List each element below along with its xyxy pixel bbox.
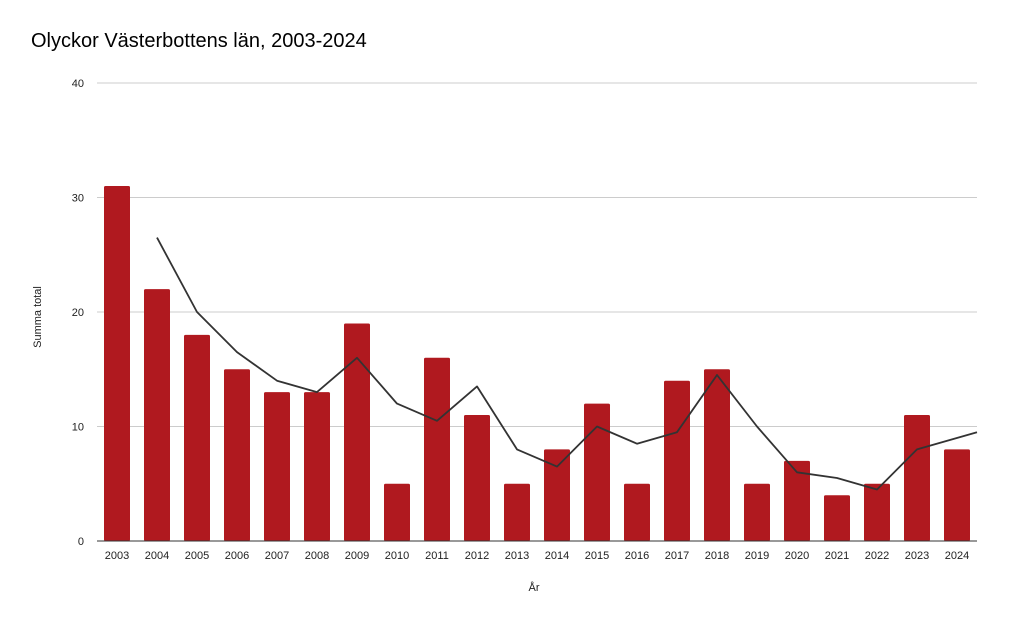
bar — [264, 392, 290, 541]
x-tick-label: 2014 — [545, 550, 569, 562]
x-tick-label: 2023 — [905, 550, 929, 562]
bar — [904, 415, 930, 541]
y-tick-label: 20 — [72, 307, 84, 319]
bar — [504, 483, 530, 541]
bar — [584, 403, 610, 541]
y-tick-label: 0 — [78, 536, 84, 548]
bar — [544, 449, 570, 541]
x-tick-label: 2020 — [785, 550, 809, 562]
bars — [104, 186, 970, 542]
x-tick-label: 2015 — [585, 550, 609, 562]
x-tick-label: 2013 — [505, 550, 529, 562]
bar — [664, 380, 690, 541]
x-tick-label: 2005 — [185, 550, 209, 562]
x-tick-label: 2021 — [825, 550, 849, 562]
x-tick-label: 2012 — [465, 550, 489, 562]
x-tick-label: 2024 — [945, 550, 969, 562]
x-tick-label: 2007 — [265, 550, 289, 562]
bar — [304, 392, 330, 541]
axes: 0 10 20 30 40 2003 2004 2005 2006 2007 2008 2009 201… — [72, 78, 977, 562]
bar — [864, 483, 890, 541]
bar — [344, 323, 370, 541]
bar — [464, 415, 490, 541]
bar — [624, 483, 650, 541]
bar — [784, 460, 810, 541]
chart-title: Olyckor Västerbottens län, 2003-2024 — [31, 30, 367, 52]
x-tick-label: 2016 — [625, 550, 649, 562]
bar — [824, 495, 850, 541]
x-tick-label: 2003 — [105, 550, 129, 562]
y-axis-title: Summa total — [32, 286, 44, 348]
x-tick-label: 2004 — [145, 550, 169, 562]
bar — [704, 369, 730, 541]
x-tick-label: 2019 — [745, 550, 769, 562]
x-axis-title: År — [529, 581, 540, 594]
bar — [384, 483, 410, 541]
x-tick-label: 2008 — [305, 550, 329, 562]
y-tick-label: 10 — [72, 422, 84, 434]
x-tick-label: 2010 — [385, 550, 409, 562]
bar — [224, 369, 250, 541]
x-tick-label: 2022 — [865, 550, 889, 562]
x-tick-label: 2017 — [665, 550, 689, 562]
x-tick-label: 2011 — [425, 550, 449, 562]
bar — [944, 449, 970, 541]
y-tick-label: 40 — [72, 78, 84, 90]
trend-line — [156, 237, 978, 491]
bar — [744, 483, 770, 541]
bar — [104, 186, 130, 542]
x-tick-label: 2018 — [705, 550, 729, 562]
x-tick-label: 2009 — [345, 550, 369, 562]
y-tick-label: 30 — [72, 193, 84, 205]
bar — [184, 334, 210, 541]
bar — [424, 357, 450, 541]
x-tick-label: 2006 — [225, 550, 249, 562]
bar — [144, 289, 170, 541]
trend-line-path — [156, 237, 978, 491]
